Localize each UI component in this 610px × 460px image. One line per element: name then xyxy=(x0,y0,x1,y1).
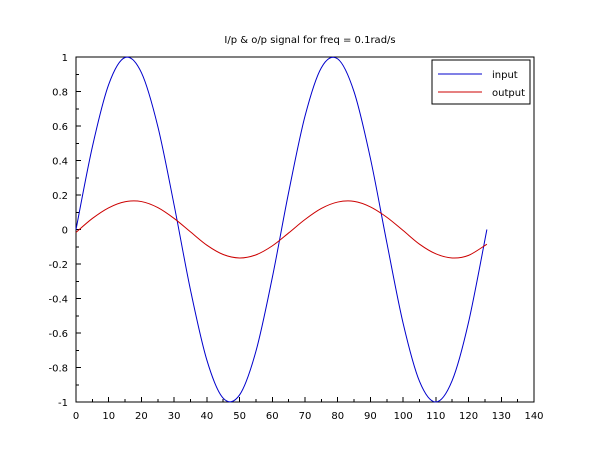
y-tick-label: 0.2 xyxy=(52,191,68,202)
y-tick-label: -0.6 xyxy=(48,329,68,340)
x-tick-label: 70 xyxy=(299,411,312,422)
x-tick-label: 60 xyxy=(266,411,279,422)
y-tick-label: 0 xyxy=(62,226,68,237)
chart-title: I/p & o/p signal for freq = 0.1rad/s xyxy=(224,35,395,46)
x-tick-label: 10 xyxy=(102,411,115,422)
y-tick-label: 1 xyxy=(62,53,68,64)
series-line-input xyxy=(75,56,488,403)
x-tick-label: 130 xyxy=(492,411,511,422)
x-tick-label: 50 xyxy=(233,411,246,422)
x-tick-label: 90 xyxy=(364,411,377,422)
x-tick-label: 140 xyxy=(524,411,543,422)
legend-box xyxy=(431,59,531,105)
legend-label-input: input xyxy=(492,70,518,81)
y-tick-label: 0.8 xyxy=(52,88,68,99)
x-tick-label: 0 xyxy=(73,411,79,422)
x-tick-label: 120 xyxy=(459,411,478,422)
legend-label-output: output xyxy=(492,88,525,99)
y-tick-label: -0.4 xyxy=(48,295,68,306)
x-tick-label: 30 xyxy=(168,411,181,422)
plot-area xyxy=(75,56,535,403)
x-tick-label: 20 xyxy=(135,411,148,422)
y-tick-label: 0.6 xyxy=(52,122,68,133)
series-line-output xyxy=(75,200,488,259)
y-tick-label: -0.2 xyxy=(48,260,68,271)
y-tick-label: -1 xyxy=(58,398,68,409)
x-tick-label: 80 xyxy=(331,411,344,422)
x-tick-label: 100 xyxy=(394,411,413,422)
legend: input output xyxy=(431,59,531,105)
x-tick-label: 40 xyxy=(200,411,213,422)
y-tick-label: 0.4 xyxy=(52,157,68,168)
x-tick-label: 110 xyxy=(426,411,445,422)
y-tick-label: -0.8 xyxy=(48,364,68,375)
